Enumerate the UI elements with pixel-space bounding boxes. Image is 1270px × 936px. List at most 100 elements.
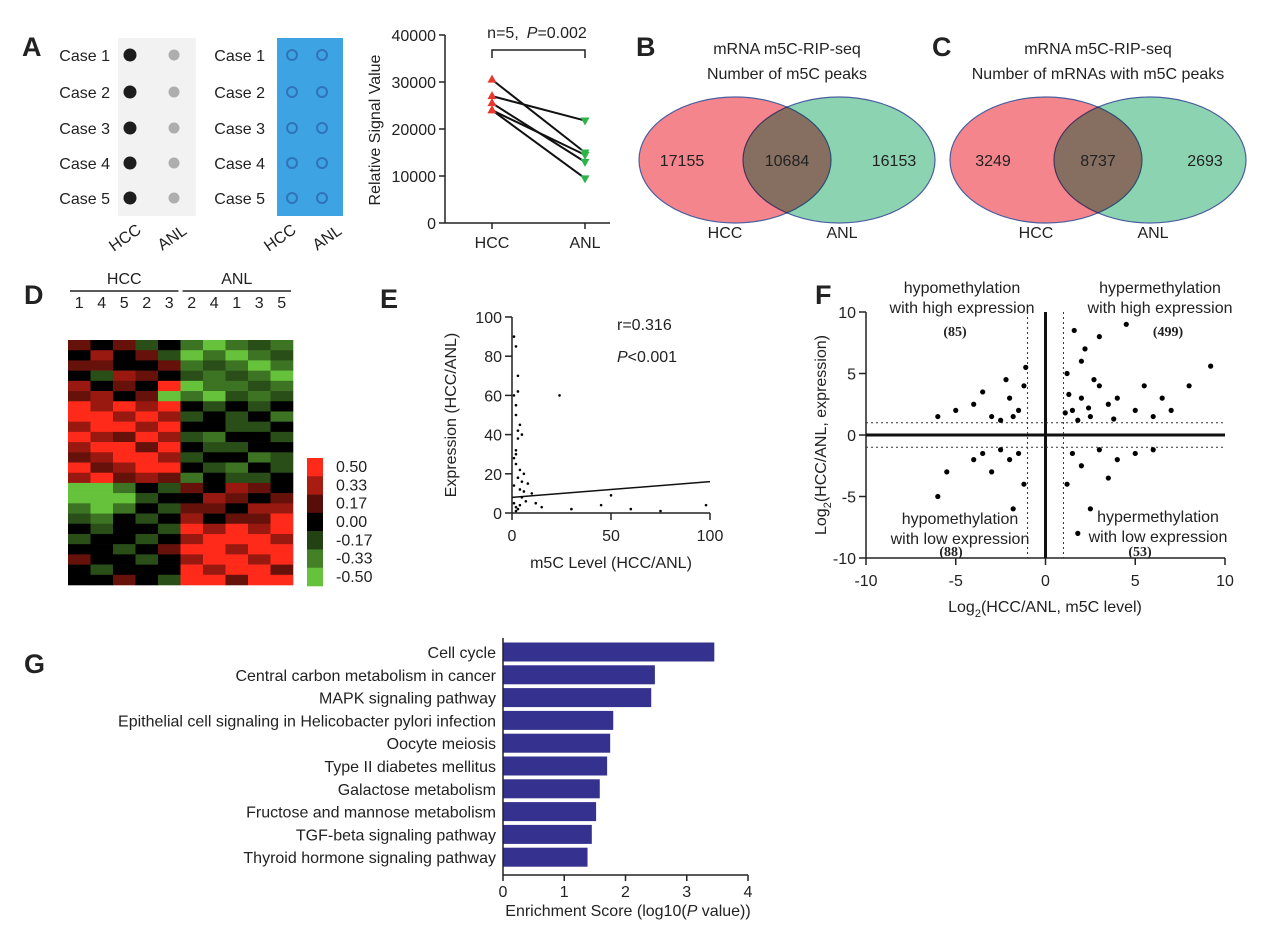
heat-cell [68, 564, 91, 576]
heat-cell [90, 482, 114, 494]
annotation-part: =0.002 [537, 25, 586, 42]
x-axis-label: m5C Level (HCC/ANL) [530, 555, 692, 572]
x-tick-label: 3 [682, 884, 691, 901]
heat-cell [68, 523, 91, 535]
marker [580, 158, 590, 167]
row-label: Case 2 [214, 85, 265, 102]
heat-cell [180, 452, 204, 463]
x-tick-label: 10 [1216, 573, 1234, 590]
x-tick-label: -10 [854, 573, 877, 590]
heat-cell [90, 513, 114, 525]
heat-cell [180, 564, 204, 576]
venn-label: ANL [1137, 225, 1168, 242]
heat-cell [90, 431, 114, 443]
x-tick-label: -5 [949, 573, 963, 590]
marker [580, 117, 590, 126]
y-axis-label: Expression (HCC/ANL) [443, 333, 460, 497]
heat-cell [113, 411, 136, 422]
bar [503, 779, 600, 799]
heat-cell [270, 462, 294, 474]
point [1015, 407, 1022, 413]
heat-cell [248, 533, 271, 545]
colorbar-block [307, 512, 323, 532]
heat-cell [270, 574, 294, 586]
heat-cell [180, 472, 204, 484]
point [512, 501, 516, 505]
heat-cell [180, 370, 204, 382]
point [1091, 377, 1097, 383]
heat-cell [135, 411, 159, 422]
venn-label: HCC [1019, 225, 1054, 242]
heat-cell [203, 360, 226, 371]
heat-cell [135, 554, 159, 565]
heat-cell [270, 431, 294, 443]
x-tick-label: 2 [621, 884, 630, 901]
heat-cell [225, 442, 249, 453]
column-label: 3 [165, 295, 174, 312]
point [935, 493, 941, 500]
point [514, 413, 518, 417]
column-label: 5 [120, 295, 129, 312]
point [1021, 383, 1027, 389]
row-label: Case 4 [214, 156, 265, 173]
heat-cell [203, 523, 226, 535]
heat-cell [135, 442, 159, 453]
colorbar-block [307, 531, 323, 550]
venn-value: 16153 [872, 153, 917, 170]
row-label: Case 3 [59, 121, 110, 138]
venn-label: HCC [708, 225, 743, 242]
y-tick-label: 10 [838, 305, 856, 322]
x-tick-label: 0 [1041, 573, 1050, 590]
heat-cell [225, 391, 249, 402]
point [516, 390, 520, 393]
x-axis-label-part: Enrichment Score (log10( [505, 903, 687, 920]
heat-cell [68, 574, 91, 586]
heat-cell [225, 370, 249, 382]
x-axis-label: Log2(HCC/ANL, m5C level) [948, 599, 1142, 620]
heat-cell [180, 380, 204, 392]
heat-cell [180, 350, 204, 361]
heat-cell [68, 391, 91, 402]
colorbar-label: 0.33 [336, 477, 367, 494]
quadrant-label: hypermethylation [1099, 280, 1221, 297]
column-label: 5 [277, 295, 286, 312]
bar [503, 847, 588, 867]
heat-cell [68, 370, 91, 382]
heat-cell [270, 411, 294, 422]
x-tick-label: 1 [560, 884, 569, 901]
heat-cell [203, 452, 226, 463]
point [1003, 377, 1009, 383]
x-axis-label-part: Log [948, 599, 975, 616]
point [518, 488, 522, 491]
bar [503, 802, 597, 822]
blot-dot [316, 122, 328, 134]
blot-dot [123, 48, 137, 62]
category-label: Thyroid hormone signaling pathway [243, 850, 496, 867]
point [570, 507, 573, 511]
heat-cell [113, 360, 136, 371]
heat-cell [68, 452, 91, 463]
heat-cell [113, 401, 136, 412]
y-tick-label: 60 [484, 388, 502, 405]
heat-cell [68, 503, 91, 514]
heat-cell [225, 340, 249, 351]
blot-dot [168, 49, 180, 61]
marker [487, 91, 497, 100]
heat-cell [180, 391, 204, 402]
heat-cell [135, 340, 159, 351]
bar [503, 710, 614, 730]
blot-dot [286, 86, 298, 98]
heat-cell [248, 503, 271, 514]
x-tick-label: 100 [697, 528, 724, 545]
heat-cell [158, 472, 181, 484]
heat-cell [113, 513, 136, 525]
point [1087, 413, 1093, 420]
heat-cell [158, 482, 181, 494]
marker [580, 151, 590, 160]
y-axis-label-part: 2 [822, 502, 834, 508]
fit-line [511, 480, 711, 499]
heat-cell [158, 401, 181, 412]
column-label: 1 [232, 295, 241, 312]
heat-cell [180, 462, 204, 474]
point [512, 484, 516, 487]
